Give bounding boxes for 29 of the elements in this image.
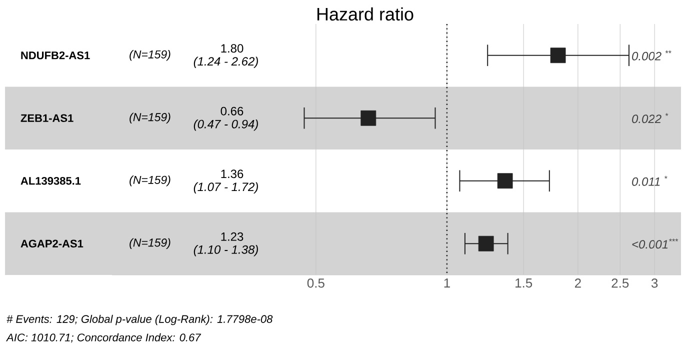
x-tick-label: 1 <box>444 278 450 288</box>
x-tick-label: 0.5 <box>307 278 324 288</box>
annotation: (1.10 - 1.38) <box>194 245 258 256</box>
annotation: 1.80 <box>221 44 244 53</box>
x-tick-label: 2.5 <box>612 278 629 288</box>
annotation: 0.002 $^{**}$ <box>632 50 672 60</box>
annotation: 1.23 <box>221 232 244 241</box>
annotation: (0.47 - 0.94) <box>194 120 258 131</box>
annotation: (N=159) <box>130 112 170 124</box>
annotation: 0.011 $^{*}$ <box>632 176 668 186</box>
x-tick-label: 2 <box>574 278 581 288</box>
text: # Events: 129; Global p-value (Log-Rank): 1.7798e-08 <box>6 314 273 326</box>
annotation: (1.24 - 2.62) <box>194 56 258 68</box>
annotation: (N=159) <box>130 238 170 249</box>
x-tick-label: 1.5 <box>516 278 532 288</box>
y-tick-label: ZEB1-AS1 <box>20 114 74 122</box>
annotation: 1.36 <box>221 170 244 178</box>
annotation: 0.022 $^{*}$ <box>632 113 668 124</box>
annotation: 0.66 <box>220 106 244 116</box>
chart-title: Hazard ratio <box>317 7 414 21</box>
annotation: (1.07 - 1.72) <box>194 182 258 194</box>
y-tick-label: AL139385.1 <box>20 176 81 185</box>
y-tick-label: AGAP2-AS1 <box>20 240 84 248</box>
y-tick-label: NDUFB2-AS1 <box>21 51 90 60</box>
x-tick-label: 3 <box>651 278 658 288</box>
annotation: <0.001$^{***}$ <box>632 238 678 249</box>
annotation: (N=159) <box>130 50 170 61</box>
text: AIC: 1010.71; Concordance Index: 0.67 <box>6 333 202 343</box>
annotation: (N=159) <box>130 176 170 186</box>
